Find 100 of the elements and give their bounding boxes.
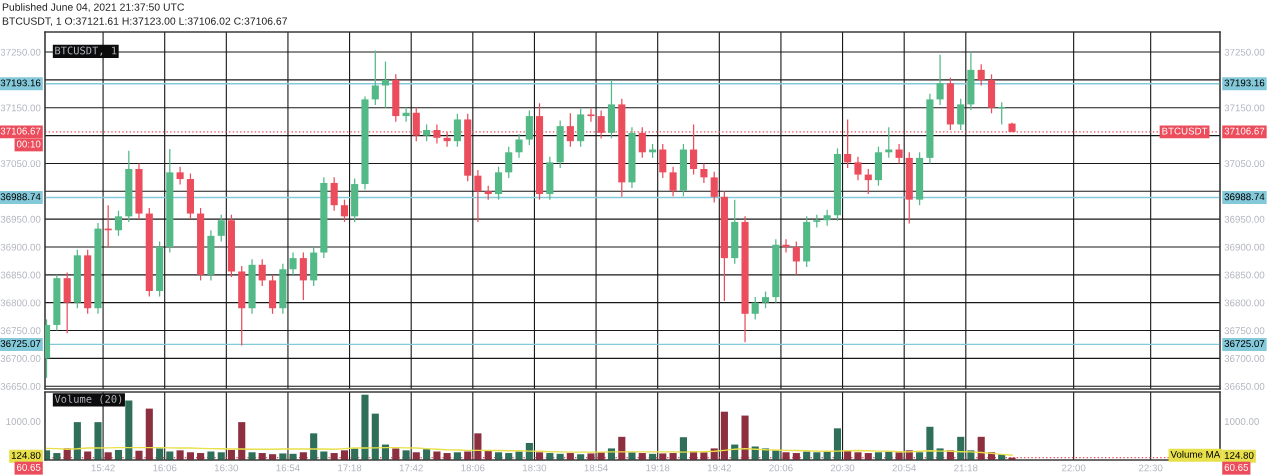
x-tick-label: 16:06 (153, 464, 177, 472)
text: 00:10 (16, 140, 41, 148)
annotation: Volume MA (1170, 450, 1221, 458)
bar (238, 422, 246, 460)
candlestick (525, 109, 533, 146)
bar (833, 428, 842, 460)
y2-tick-label: 37250.00 (1224, 48, 1265, 56)
y2-tick-label: 124.80 (1224, 451, 1254, 459)
bar (515, 451, 523, 460)
bar (135, 450, 143, 460)
text: 36725.07 (0, 340, 41, 348)
candlestick (854, 156, 862, 181)
bar (402, 450, 410, 460)
y2-tick-label: 1000.00 (1224, 418, 1259, 425)
bar (340, 450, 349, 460)
ref-line-label: 37193.16 (1224, 79, 1265, 87)
candlestick (895, 143, 903, 165)
candlestick (299, 251, 307, 301)
candlestick (587, 108, 595, 123)
x-tick-label: 17:42 (399, 464, 423, 472)
ref-line-label: 36725.07 (1224, 340, 1265, 348)
ref-line-label: 37106.67 (1224, 127, 1265, 135)
bar (166, 451, 174, 460)
bar (803, 451, 811, 460)
x-tick-label: 20:06 (769, 464, 793, 472)
candlestick (289, 251, 297, 276)
y2-tick-label: 37150.00 (1224, 104, 1265, 112)
y2-tick-label: 36850.00 (1224, 271, 1265, 279)
candlestick (690, 123, 698, 176)
text: 37193.16 (0, 79, 41, 87)
candlestick (792, 240, 800, 276)
bar (176, 450, 184, 460)
x-tick-label: 18:30 (523, 464, 547, 472)
candlestick (957, 98, 965, 131)
candlestick (217, 214, 225, 243)
candlestick (474, 169, 482, 223)
bar (125, 400, 133, 460)
y-tick-label: 37050.00 (0, 160, 41, 168)
candlestick (710, 171, 718, 204)
y-tick-label: 36850.00 (0, 271, 41, 279)
bar (474, 433, 482, 460)
y-tick-label: 36800.00 (0, 299, 41, 307)
bar (741, 415, 749, 460)
x-tick-label: 16:30 (214, 464, 239, 472)
y-tick-label: 36950.00 (0, 215, 41, 223)
y-tick-label: 36650.00 (0, 382, 41, 390)
text: 60.65 (1224, 463, 1249, 471)
text: 37106.67 (0, 127, 41, 135)
x-tick-label: 19:18 (646, 464, 670, 472)
candlestick (330, 176, 338, 212)
x-tick-label: 16:54 (276, 464, 300, 472)
bar (361, 394, 369, 460)
y2-tick-label: 36800.00 (1224, 299, 1265, 307)
y-tick-label: 37150.00 (0, 104, 41, 112)
bar (392, 448, 400, 460)
x-tick-label: 19:42 (707, 464, 731, 472)
chart-subtitle: BTCUSDT, 1 O:37121.61 H:37123.00 L:37106.02 C:37106.67 (2, 17, 287, 27)
y-tick-label: 36700.00 (0, 355, 41, 362)
bar (94, 422, 102, 460)
bar (423, 449, 431, 460)
candlestick (340, 199, 349, 223)
candlestick (176, 166, 184, 186)
candlestick (515, 133, 523, 159)
bar (84, 451, 92, 460)
chart-title: Published June 04, 2021 21:37:50 UTC (2, 3, 185, 13)
annotation: BTCUSDT, 1 (55, 46, 117, 56)
candlestick (494, 166, 503, 201)
x-tick-label: 20:54 (892, 464, 917, 472)
bar (73, 422, 81, 460)
bar (720, 411, 728, 460)
candlestick (114, 210, 123, 237)
bar (926, 426, 934, 460)
bar (248, 452, 256, 460)
y2-tick-label: 37050.00 (1224, 160, 1265, 168)
bar (587, 453, 595, 460)
y2-tick-label: 36900.00 (1224, 243, 1265, 251)
y2-tick-label: 36700.00 (1224, 355, 1265, 362)
y-tick-label: 36750.00 (0, 327, 41, 335)
candlestick (669, 166, 677, 197)
candlestick (936, 54, 944, 106)
y-tick-label: 1000.00 (6, 418, 41, 425)
candlestick (977, 63, 985, 87)
bar (464, 451, 472, 460)
bar (145, 408, 153, 460)
x-tick-label: 22:00 (1061, 464, 1086, 472)
y-tick-label: 37250.00 (0, 48, 41, 56)
bar (207, 451, 215, 460)
x-tick-label: 17:18 (338, 464, 362, 472)
candlestick (453, 113, 461, 148)
y2-tick-label: 36950.00 (1224, 215, 1265, 223)
ref-line-label: 36988.74 (0, 193, 41, 201)
candlestick (700, 162, 708, 184)
bar (320, 451, 328, 460)
y-tick-label: 124.80 (11, 451, 41, 459)
y2-tick-label: 36650.00 (1224, 382, 1265, 390)
x-tick-label: 18:54 (584, 464, 608, 472)
bar (289, 453, 297, 460)
candlestick (505, 146, 513, 179)
x-tick-label: 15:42 (91, 464, 115, 472)
bar (854, 452, 862, 460)
